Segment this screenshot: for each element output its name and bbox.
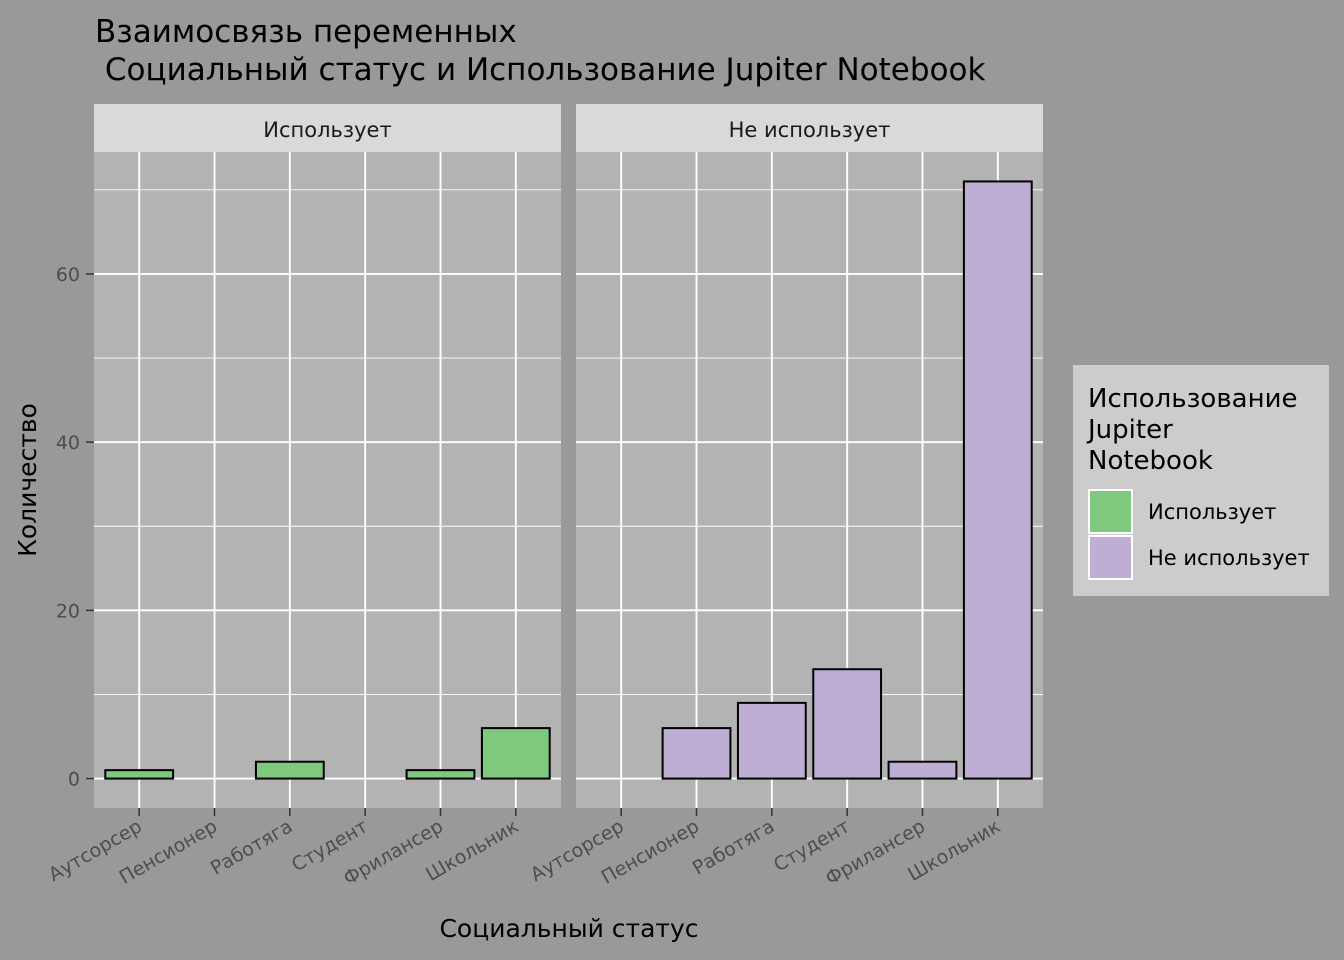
- legend-title-line: Jupiter: [1086, 415, 1173, 445]
- bar: [254, 760, 325, 780]
- facet-strip: [576, 104, 1043, 152]
- panel-background: [94, 152, 561, 808]
- x-axis-title: Социальный статус: [439, 914, 698, 943]
- bar: [405, 769, 476, 780]
- y-axis: 0 20 40 60: [56, 264, 94, 791]
- bar: [480, 727, 551, 780]
- bar: [887, 760, 958, 780]
- facet-strip-label: Не использует: [729, 118, 891, 142]
- bar: [962, 180, 1033, 780]
- x-tick-label: Работяга: [689, 815, 778, 879]
- y-tick-label: 20: [56, 600, 80, 622]
- legend-title-line: Notebook: [1088, 446, 1213, 476]
- facet-panel-2: Не использует: [576, 104, 1043, 808]
- facet-panel-1: Использует: [94, 104, 561, 808]
- y-tick-label: 0: [68, 769, 80, 791]
- facet-strip: [94, 104, 561, 152]
- chart-title-line-1: Взаимосвязь переменных: [95, 14, 517, 50]
- x-axis: АутсорсерПенсионерРаботягаСтудентФриланс…: [45, 808, 1004, 890]
- legend-key-swatch: [1090, 491, 1131, 532]
- bar: [812, 668, 883, 780]
- bar: [104, 769, 175, 780]
- bar: [661, 727, 732, 780]
- facet-strip-label: Использует: [263, 118, 391, 142]
- chart-title-line-2: Социальный статус и Использование Jupite…: [95, 52, 985, 88]
- legend-key-swatch: [1090, 537, 1131, 578]
- x-tick-label: Работяга: [207, 815, 296, 879]
- legend-label: Использует: [1148, 500, 1276, 524]
- y-tick-label: 60: [56, 264, 80, 286]
- y-tick-label: 40: [56, 432, 80, 454]
- legend-title-line: Использование: [1088, 384, 1297, 414]
- bar: [736, 701, 807, 780]
- y-axis-title: Количество: [13, 403, 42, 557]
- facet-panels: Использует Не использует: [94, 104, 1043, 808]
- legend-label: Не использует: [1148, 546, 1310, 570]
- chart-title: Взаимосвязь переменных Социальный статус…: [95, 14, 985, 88]
